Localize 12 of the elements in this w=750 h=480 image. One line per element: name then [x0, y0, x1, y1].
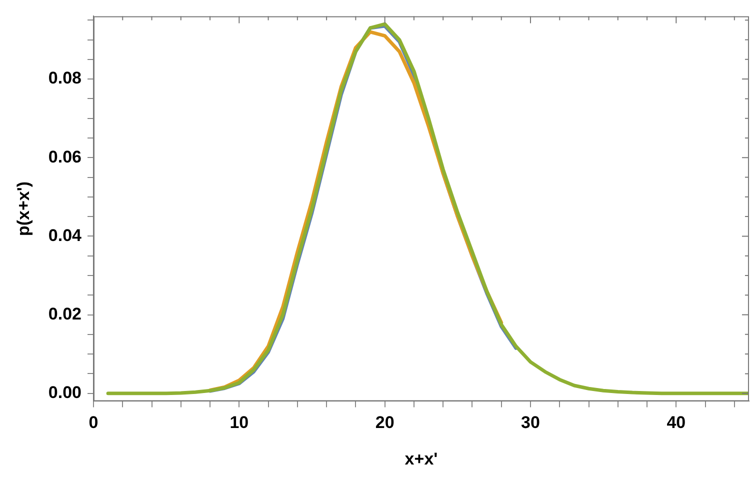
- y-tick-label: 0.02: [48, 304, 82, 324]
- x-tick-label: 0: [88, 413, 98, 432]
- x-tick-label: 10: [230, 413, 249, 432]
- y-axis-title: p(x+x'): [14, 181, 33, 236]
- y-tick-label: 0.04: [48, 226, 82, 245]
- x-tick-label: 40: [666, 413, 686, 432]
- x-tick-label: 20: [375, 413, 394, 432]
- y-tick-label: 0.00: [48, 383, 82, 402]
- x-tick-label: 30: [521, 413, 540, 432]
- x-axis-title: x+x': [404, 449, 438, 468]
- y-tick-label: 0.06: [48, 147, 82, 166]
- y-tick-label: 0.08: [48, 68, 82, 88]
